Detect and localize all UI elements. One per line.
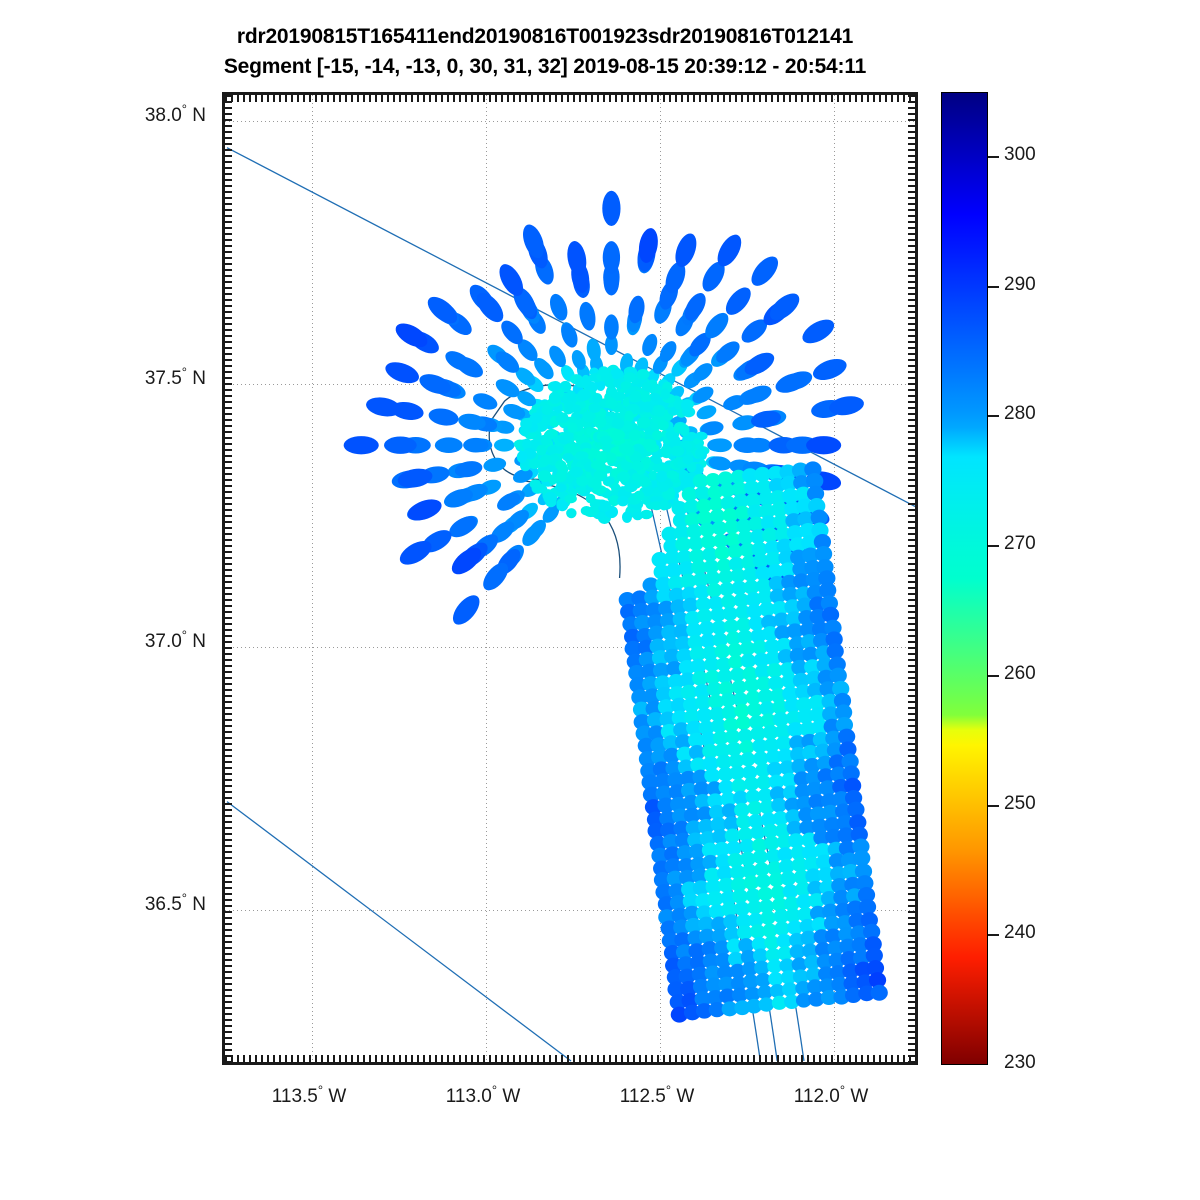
grid-line-horizontal <box>225 647 915 649</box>
county-line-a <box>623 389 761 1062</box>
county-line-b <box>638 393 778 1062</box>
x-tick-label: 113.0° W <box>445 1082 521 1107</box>
x-tick-label: 112.5° W <box>619 1082 695 1107</box>
colorbar-tick-label: 230 <box>1004 1052 1036 1073</box>
axis-ticks-bottom <box>225 1055 915 1062</box>
title-line-2: Segment [-15, -14, -13, 0, 30, 31, 32] 2… <box>223 55 867 78</box>
colorbar-tick-label: 290 <box>1004 273 1036 295</box>
axis-ticks-left <box>225 95 232 1062</box>
feature-hook <box>522 479 621 579</box>
county-line-c <box>661 398 805 1062</box>
colorbar-tick-mark <box>988 934 999 937</box>
colorbar-tick-label: 260 <box>1004 662 1036 684</box>
y-tick-label: 37.0° N <box>144 627 206 653</box>
y-tick-label: 38.0° N <box>144 101 206 127</box>
colorbar-tick-label: 240 <box>1004 922 1036 944</box>
colorbar[interactable] <box>941 92 988 1065</box>
grid-line-horizontal <box>225 910 915 912</box>
x-tick-label: 113.5° W <box>271 1082 347 1107</box>
grid-line-vertical <box>312 95 313 1062</box>
colorbar-tick-label: 270 <box>1004 533 1036 555</box>
colorbar-tick-mark <box>988 674 999 677</box>
colorbar-tick-mark <box>988 155 999 158</box>
y-tick-label: 36.5° N <box>144 890 206 916</box>
colorbar-tick-mark <box>988 285 999 288</box>
boundary-vector-overlay <box>226 147 915 1062</box>
colorbar-tick-mark <box>988 415 999 418</box>
colorbar-tick-label: 280 <box>1004 403 1036 425</box>
colorbar-tick-mark <box>988 804 999 807</box>
title-line-1: rdr20190815T165411end20190816T001923sdr2… <box>236 25 854 48</box>
axis-ticks-top <box>225 95 915 102</box>
y-tick-label: 37.5° N <box>144 364 206 390</box>
state-boundary-upper <box>226 147 915 508</box>
colorbar-gradient <box>942 93 987 1064</box>
colorbar-tick-mark <box>988 545 999 548</box>
colorbar-tick-label: 300 <box>1004 143 1036 165</box>
x-tick-label: 112.0° W <box>793 1082 869 1107</box>
map-plot-area[interactable] <box>222 92 918 1065</box>
colorbar-tick-label: 250 <box>1004 792 1036 814</box>
grid-line-horizontal <box>225 121 915 123</box>
state-boundary-lower <box>226 801 572 1062</box>
lake-outline <box>488 383 615 480</box>
axis-ticks-right <box>908 95 915 1062</box>
figure-title: rdr20190815T165411end20190816T001923sdr2… <box>0 22 1090 82</box>
